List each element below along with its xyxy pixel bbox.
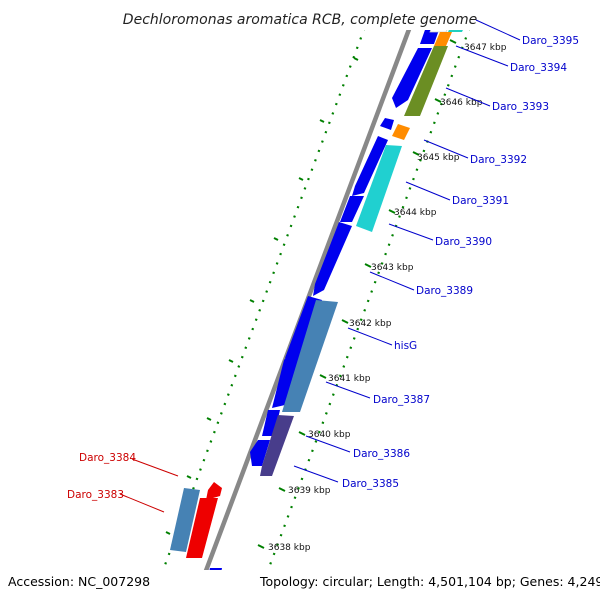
cds-daro-3395 — [420, 30, 439, 44]
cds-teal-top — [448, 30, 463, 32]
tick-label: 3647 kbp — [464, 43, 507, 53]
cds-daro-3392 — [352, 136, 388, 196]
reverse-cds-track — [170, 482, 222, 558]
tick-label: 3638 kbp — [268, 543, 311, 553]
gene-label-daro-3395[interactable]: Daro_3395 — [522, 35, 579, 47]
gene-label-daro-3394[interactable]: Daro_3394 — [510, 62, 567, 74]
cds-steel-left — [170, 488, 200, 552]
genome-summary-text: Topology: circular; Length: 4,501,104 bp… — [259, 574, 600, 589]
gene-label-daro-3393[interactable]: Daro_3393 — [492, 101, 549, 113]
gene-label-daro-3384[interactable]: Daro_3384 — [79, 452, 136, 464]
tick-label: 3644 kbp — [394, 208, 437, 218]
cds-daro-3384 — [206, 482, 222, 500]
gene-label-daro-3389[interactable]: Daro_3389 — [416, 285, 473, 297]
forward-cds-track — [209, 30, 439, 570]
gene-label-hisg[interactable]: hisG — [394, 340, 417, 352]
tick-label: 3642 kbp — [349, 319, 392, 329]
tick-label: 3641 kbp — [328, 374, 371, 384]
gene-labels: Daro_3395 Daro_3394 Daro_3393 Daro_3392 … — [67, 35, 579, 501]
tick-marks — [257, 39, 457, 549]
tick-labels: 3647 kbp 3646 kbp 3645 kbp 3644 kbp 3643… — [268, 43, 507, 553]
cds-orange-mid — [392, 124, 410, 140]
cds-hisg — [272, 334, 308, 408]
gene-label-daro-3387[interactable]: Daro_3387 — [373, 394, 430, 406]
gene-label-daro-3391[interactable]: Daro_3391 — [452, 195, 509, 207]
accession-text: Accession: NC_007298 — [8, 574, 150, 589]
gene-label-daro-3392[interactable]: Daro_3392 — [470, 154, 527, 166]
gene-label-daro-3383[interactable]: Daro_3383 — [67, 489, 124, 501]
cds-daro-3390 — [313, 222, 352, 296]
tick-label: 3646 kbp — [440, 98, 483, 108]
tick-label: 3640 kbp — [308, 430, 351, 440]
cds-steel-long — [282, 300, 338, 412]
outer-dotted-guide — [161, 30, 366, 570]
label-leaders — [119, 19, 521, 513]
second-cds-track — [220, 30, 463, 600]
cds-daro-3391 — [340, 196, 364, 222]
tick-label: 3643 kbp — [371, 263, 414, 273]
cds-orange-top — [434, 32, 452, 46]
gene-label-daro-3386[interactable]: Daro_3386 — [353, 448, 410, 460]
cds-cyan — [356, 145, 402, 232]
cds-bottom-blue-1 — [209, 568, 222, 570]
cds-bottom-steel — [220, 570, 240, 600]
cds-daro-3394 — [392, 48, 432, 108]
outer-tick-marks — [165, 57, 359, 535]
cds-daro-3386 — [250, 440, 270, 466]
map-title: Dechloromonas aromatica RCB, complete ge… — [123, 12, 477, 28]
inner-dotted-guide — [266, 30, 471, 570]
gene-label-daro-3385[interactable]: Daro_3385 — [342, 478, 399, 490]
cds-purple — [260, 415, 294, 476]
cds-daro-3393 — [380, 118, 394, 130]
cds-daro-3383 — [186, 498, 218, 558]
tick-label: 3645 kbp — [417, 153, 460, 163]
gene-label-daro-3390[interactable]: Daro_3390 — [435, 236, 492, 248]
cds-olive — [404, 46, 448, 116]
tick-label: 3639 kbp — [288, 486, 331, 496]
